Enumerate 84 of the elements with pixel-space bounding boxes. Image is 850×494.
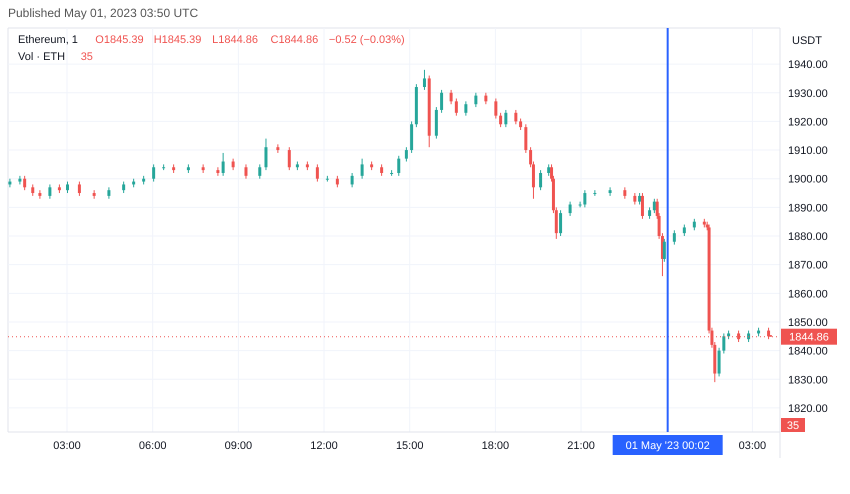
candlestick — [380, 164, 384, 176]
candlestick — [519, 118, 522, 131]
candlestick — [454, 98, 458, 116]
candlestick — [559, 210, 562, 237]
candlestick — [404, 146, 408, 162]
x-tick-label: 09:00 — [224, 440, 252, 452]
candlestick — [336, 175, 339, 188]
candlestick — [258, 164, 262, 180]
candlestick — [222, 152, 225, 176]
y-tick-label: 1910.00 — [788, 145, 828, 158]
candlestick — [722, 332, 726, 354]
x-tick-label: 21:00 — [567, 440, 595, 452]
y-tick-label: 1830.00 — [788, 374, 828, 386]
candlestick — [524, 124, 528, 154]
text: Ethereum, 1 — [18, 34, 78, 46]
candlestick — [232, 158, 235, 171]
text: 35 — [786, 420, 800, 432]
y-tick-label: 1820.00 — [788, 402, 828, 415]
y-tick-label: 1870.00 — [788, 260, 828, 272]
candlestick — [504, 109, 508, 128]
candlestick — [633, 192, 636, 205]
y-tick-label: 1920.00 — [788, 116, 828, 128]
candlestick — [539, 170, 542, 191]
candlestick — [547, 164, 550, 176]
annotation: C1844.86 — [270, 34, 318, 46]
candlestick — [692, 218, 696, 231]
annotation: O1845.39 — [95, 34, 144, 46]
y-tick-label: 1850.00 — [788, 316, 828, 329]
candlestick — [66, 181, 69, 194]
candlestick — [397, 155, 400, 176]
candlestick — [662, 238, 666, 262]
y-tick-label: 1890.00 — [788, 202, 828, 214]
candlestick — [48, 184, 52, 200]
candlestick — [422, 69, 426, 90]
candlestick — [499, 112, 502, 128]
candlestick — [264, 138, 268, 171]
x-tick-label: 03:00 — [53, 440, 81, 452]
candlestick — [474, 92, 478, 108]
candlestick — [350, 172, 354, 188]
candlestick — [648, 206, 652, 220]
candlestick — [583, 190, 586, 208]
y-tick-label: 1900.00 — [788, 174, 828, 186]
annotation: Vol · ETH — [18, 51, 66, 63]
annotation: −0.52 (−0.03%) — [328, 34, 405, 46]
candlestick — [623, 186, 626, 200]
annotation: L1844.86 — [212, 34, 258, 46]
candlestick — [288, 146, 291, 171]
candlestick — [718, 347, 721, 377]
y-axis-title: USDT — [792, 35, 822, 47]
candlestick — [672, 230, 676, 246]
y-tick-label: 1860.00 — [788, 288, 828, 300]
y-tick-label: 1880.00 — [788, 231, 828, 244]
x-tick-label: 15:00 — [396, 440, 424, 452]
x-tick-label: 06:00 — [138, 440, 166, 452]
candlestick — [31, 184, 34, 196]
chart-subtitle: Published May 01, 2023 03:50 UTC — [8, 6, 198, 20]
ref-line-label: 01 May '23 00:02 — [626, 440, 710, 452]
candlestick — [484, 92, 488, 105]
ref-line-label: 1844.86 — [789, 332, 829, 344]
candlestick — [316, 164, 319, 182]
candlestick — [464, 100, 468, 116]
candlestick — [23, 175, 26, 191]
candlestick — [514, 109, 518, 125]
candlestick — [244, 164, 248, 180]
candlestick — [494, 98, 498, 120]
candlestick — [568, 201, 572, 216]
candlestick — [78, 181, 81, 196]
candlestick — [682, 224, 686, 237]
candlestick — [107, 186, 110, 200]
candlestick — [450, 89, 453, 105]
y-tick-label: 1940.00 — [788, 59, 828, 72]
annotation: 35 — [80, 51, 93, 63]
x-tick-label: 12:00 — [310, 440, 338, 452]
candlestick — [122, 181, 126, 194]
candlestick — [440, 89, 444, 114]
candlestick — [638, 192, 642, 205]
y-tick-label: 1930.00 — [788, 88, 828, 100]
x-tick-label: 18:00 — [482, 440, 510, 452]
y-tick-label: 1840.00 — [788, 346, 828, 358]
annotation: H1845.39 — [154, 34, 202, 46]
x-tick-label: 03:00 — [738, 440, 766, 452]
candlestick — [360, 158, 364, 180]
candlestick — [152, 164, 156, 182]
candlestick — [640, 192, 644, 220]
